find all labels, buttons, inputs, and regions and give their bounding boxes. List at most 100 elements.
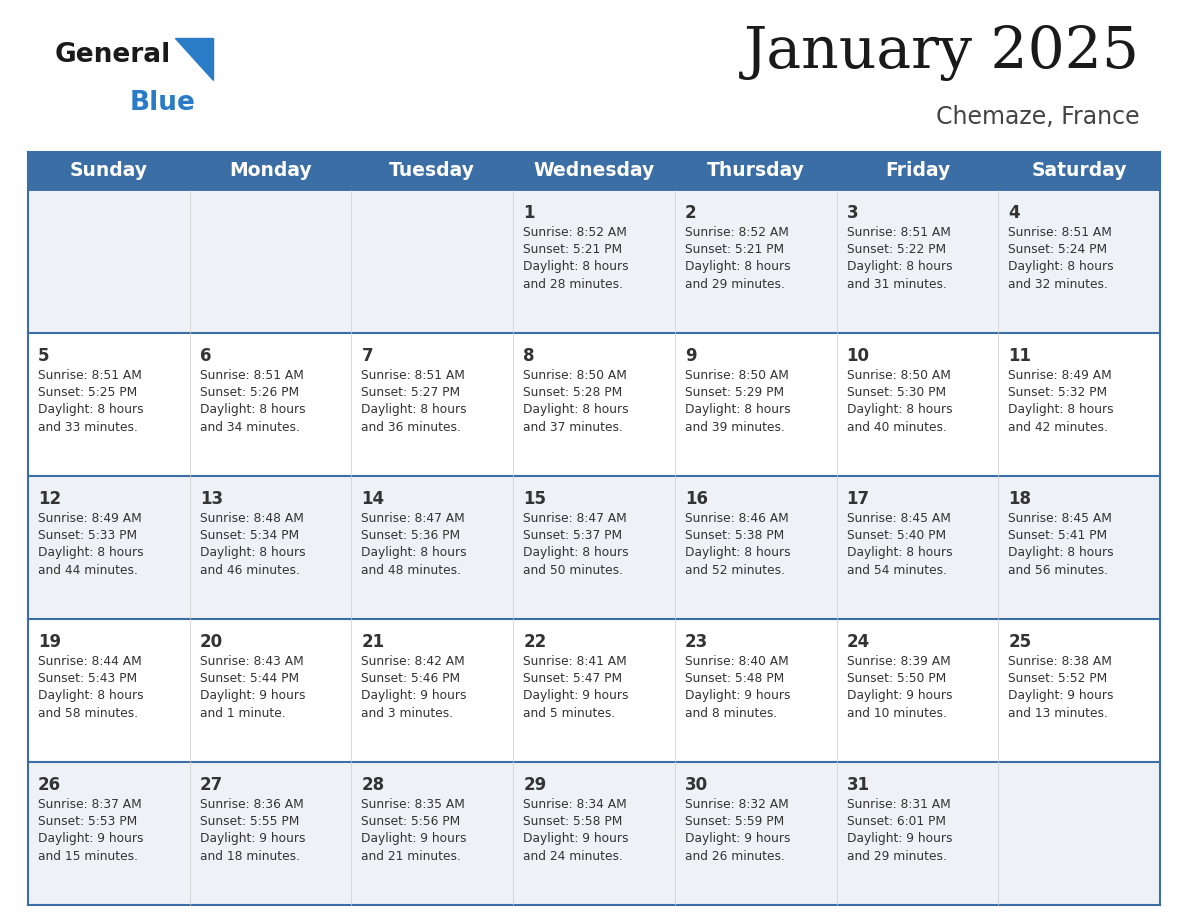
Text: 24: 24 bbox=[847, 633, 870, 651]
Text: 4: 4 bbox=[1009, 204, 1020, 222]
Bar bbox=[836, 333, 998, 476]
Text: Sunrise: 8:36 AM
Sunset: 5:55 PM
Daylight: 9 hours
and 18 minutes.: Sunrise: 8:36 AM Sunset: 5:55 PM Dayligh… bbox=[200, 798, 305, 863]
Text: 2: 2 bbox=[684, 204, 696, 222]
Text: Sunrise: 8:32 AM
Sunset: 5:59 PM
Daylight: 9 hours
and 26 minutes.: Sunrise: 8:32 AM Sunset: 5:59 PM Dayligh… bbox=[684, 798, 790, 863]
Text: Sunrise: 8:38 AM
Sunset: 5:52 PM
Daylight: 9 hours
and 13 minutes.: Sunrise: 8:38 AM Sunset: 5:52 PM Dayligh… bbox=[1009, 655, 1114, 720]
Bar bbox=[29, 333, 190, 476]
Bar bbox=[29, 762, 190, 905]
Bar bbox=[998, 762, 1159, 905]
Bar bbox=[836, 619, 998, 762]
Text: Thursday: Thursday bbox=[707, 162, 804, 181]
Text: Blue: Blue bbox=[129, 90, 196, 116]
Text: 6: 6 bbox=[200, 347, 211, 365]
Text: 27: 27 bbox=[200, 776, 223, 794]
Text: 12: 12 bbox=[38, 490, 61, 508]
Bar bbox=[513, 762, 675, 905]
Text: Sunrise: 8:42 AM
Sunset: 5:46 PM
Daylight: 9 hours
and 3 minutes.: Sunrise: 8:42 AM Sunset: 5:46 PM Dayligh… bbox=[361, 655, 467, 720]
Text: Sunrise: 8:50 AM
Sunset: 5:29 PM
Daylight: 8 hours
and 39 minutes.: Sunrise: 8:50 AM Sunset: 5:29 PM Dayligh… bbox=[684, 369, 790, 433]
Bar bbox=[352, 762, 513, 905]
Text: 20: 20 bbox=[200, 633, 223, 651]
Text: Sunday: Sunday bbox=[70, 162, 147, 181]
Text: Sunrise: 8:37 AM
Sunset: 5:53 PM
Daylight: 9 hours
and 15 minutes.: Sunrise: 8:37 AM Sunset: 5:53 PM Dayligh… bbox=[38, 798, 144, 863]
Bar bbox=[352, 190, 513, 333]
Text: 17: 17 bbox=[847, 490, 870, 508]
Text: General: General bbox=[55, 42, 171, 68]
Bar bbox=[513, 619, 675, 762]
Text: 21: 21 bbox=[361, 633, 385, 651]
Text: 19: 19 bbox=[38, 633, 61, 651]
Text: 13: 13 bbox=[200, 490, 223, 508]
Bar bbox=[998, 333, 1159, 476]
Bar bbox=[675, 333, 836, 476]
Text: 18: 18 bbox=[1009, 490, 1031, 508]
Text: Sunrise: 8:52 AM
Sunset: 5:21 PM
Daylight: 8 hours
and 29 minutes.: Sunrise: 8:52 AM Sunset: 5:21 PM Dayligh… bbox=[684, 226, 790, 291]
Bar bbox=[675, 619, 836, 762]
Bar bbox=[190, 333, 352, 476]
Text: Sunrise: 8:48 AM
Sunset: 5:34 PM
Daylight: 8 hours
and 46 minutes.: Sunrise: 8:48 AM Sunset: 5:34 PM Dayligh… bbox=[200, 512, 305, 577]
Text: 25: 25 bbox=[1009, 633, 1031, 651]
Text: Sunrise: 8:47 AM
Sunset: 5:37 PM
Daylight: 8 hours
and 50 minutes.: Sunrise: 8:47 AM Sunset: 5:37 PM Dayligh… bbox=[523, 512, 628, 577]
Bar bbox=[998, 190, 1159, 333]
Text: Sunrise: 8:51 AM
Sunset: 5:26 PM
Daylight: 8 hours
and 34 minutes.: Sunrise: 8:51 AM Sunset: 5:26 PM Dayligh… bbox=[200, 369, 305, 433]
Bar bbox=[29, 190, 190, 333]
Text: Sunrise: 8:46 AM
Sunset: 5:38 PM
Daylight: 8 hours
and 52 minutes.: Sunrise: 8:46 AM Sunset: 5:38 PM Dayligh… bbox=[684, 512, 790, 577]
Text: 30: 30 bbox=[684, 776, 708, 794]
Text: Friday: Friday bbox=[885, 162, 950, 181]
Text: Sunrise: 8:51 AM
Sunset: 5:24 PM
Daylight: 8 hours
and 32 minutes.: Sunrise: 8:51 AM Sunset: 5:24 PM Dayligh… bbox=[1009, 226, 1114, 291]
Text: Sunrise: 8:35 AM
Sunset: 5:56 PM
Daylight: 9 hours
and 21 minutes.: Sunrise: 8:35 AM Sunset: 5:56 PM Dayligh… bbox=[361, 798, 467, 863]
Text: 7: 7 bbox=[361, 347, 373, 365]
Text: Sunrise: 8:45 AM
Sunset: 5:41 PM
Daylight: 8 hours
and 56 minutes.: Sunrise: 8:45 AM Sunset: 5:41 PM Dayligh… bbox=[1009, 512, 1114, 577]
Text: 5: 5 bbox=[38, 347, 50, 365]
Text: Sunrise: 8:47 AM
Sunset: 5:36 PM
Daylight: 8 hours
and 48 minutes.: Sunrise: 8:47 AM Sunset: 5:36 PM Dayligh… bbox=[361, 512, 467, 577]
Bar bbox=[998, 619, 1159, 762]
Bar bbox=[675, 190, 836, 333]
Text: Sunrise: 8:51 AM
Sunset: 5:22 PM
Daylight: 8 hours
and 31 minutes.: Sunrise: 8:51 AM Sunset: 5:22 PM Dayligh… bbox=[847, 226, 953, 291]
Text: 22: 22 bbox=[523, 633, 546, 651]
Bar bbox=[29, 152, 1159, 190]
Text: Sunrise: 8:40 AM
Sunset: 5:48 PM
Daylight: 9 hours
and 8 minutes.: Sunrise: 8:40 AM Sunset: 5:48 PM Dayligh… bbox=[684, 655, 790, 720]
Text: 28: 28 bbox=[361, 776, 385, 794]
Bar bbox=[352, 333, 513, 476]
Text: Sunrise: 8:50 AM
Sunset: 5:28 PM
Daylight: 8 hours
and 37 minutes.: Sunrise: 8:50 AM Sunset: 5:28 PM Dayligh… bbox=[523, 369, 628, 433]
Text: 26: 26 bbox=[38, 776, 61, 794]
Text: Wednesday: Wednesday bbox=[533, 162, 655, 181]
Bar bbox=[190, 762, 352, 905]
Polygon shape bbox=[175, 38, 213, 80]
Bar bbox=[675, 476, 836, 619]
Text: Sunrise: 8:49 AM
Sunset: 5:32 PM
Daylight: 8 hours
and 42 minutes.: Sunrise: 8:49 AM Sunset: 5:32 PM Dayligh… bbox=[1009, 369, 1114, 433]
Bar bbox=[998, 476, 1159, 619]
Text: 10: 10 bbox=[847, 347, 870, 365]
Bar bbox=[836, 190, 998, 333]
Text: 16: 16 bbox=[684, 490, 708, 508]
Text: Tuesday: Tuesday bbox=[390, 162, 475, 181]
Text: 15: 15 bbox=[523, 490, 546, 508]
Text: January 2025: January 2025 bbox=[744, 25, 1140, 81]
Bar bbox=[352, 476, 513, 619]
Text: Chemaze, France: Chemaze, France bbox=[936, 105, 1140, 129]
Bar bbox=[513, 190, 675, 333]
Text: Sunrise: 8:41 AM
Sunset: 5:47 PM
Daylight: 9 hours
and 5 minutes.: Sunrise: 8:41 AM Sunset: 5:47 PM Dayligh… bbox=[523, 655, 628, 720]
Text: 11: 11 bbox=[1009, 347, 1031, 365]
Text: Sunrise: 8:49 AM
Sunset: 5:33 PM
Daylight: 8 hours
and 44 minutes.: Sunrise: 8:49 AM Sunset: 5:33 PM Dayligh… bbox=[38, 512, 144, 577]
Text: Sunrise: 8:52 AM
Sunset: 5:21 PM
Daylight: 8 hours
and 28 minutes.: Sunrise: 8:52 AM Sunset: 5:21 PM Dayligh… bbox=[523, 226, 628, 291]
Text: 3: 3 bbox=[847, 204, 858, 222]
Text: 31: 31 bbox=[847, 776, 870, 794]
Bar bbox=[29, 476, 190, 619]
Bar bbox=[190, 476, 352, 619]
Text: 1: 1 bbox=[523, 204, 535, 222]
Bar bbox=[513, 476, 675, 619]
Text: Sunrise: 8:45 AM
Sunset: 5:40 PM
Daylight: 8 hours
and 54 minutes.: Sunrise: 8:45 AM Sunset: 5:40 PM Dayligh… bbox=[847, 512, 953, 577]
Text: Saturday: Saturday bbox=[1031, 162, 1127, 181]
Bar bbox=[836, 476, 998, 619]
Bar bbox=[513, 333, 675, 476]
Text: 8: 8 bbox=[523, 347, 535, 365]
Bar bbox=[675, 762, 836, 905]
Text: 23: 23 bbox=[684, 633, 708, 651]
Text: Sunrise: 8:44 AM
Sunset: 5:43 PM
Daylight: 8 hours
and 58 minutes.: Sunrise: 8:44 AM Sunset: 5:43 PM Dayligh… bbox=[38, 655, 144, 720]
Text: 29: 29 bbox=[523, 776, 546, 794]
Text: Sunrise: 8:51 AM
Sunset: 5:27 PM
Daylight: 8 hours
and 36 minutes.: Sunrise: 8:51 AM Sunset: 5:27 PM Dayligh… bbox=[361, 369, 467, 433]
Text: Sunrise: 8:51 AM
Sunset: 5:25 PM
Daylight: 8 hours
and 33 minutes.: Sunrise: 8:51 AM Sunset: 5:25 PM Dayligh… bbox=[38, 369, 144, 433]
Text: Monday: Monday bbox=[229, 162, 312, 181]
Text: Sunrise: 8:31 AM
Sunset: 6:01 PM
Daylight: 9 hours
and 29 minutes.: Sunrise: 8:31 AM Sunset: 6:01 PM Dayligh… bbox=[847, 798, 952, 863]
Text: Sunrise: 8:34 AM
Sunset: 5:58 PM
Daylight: 9 hours
and 24 minutes.: Sunrise: 8:34 AM Sunset: 5:58 PM Dayligh… bbox=[523, 798, 628, 863]
